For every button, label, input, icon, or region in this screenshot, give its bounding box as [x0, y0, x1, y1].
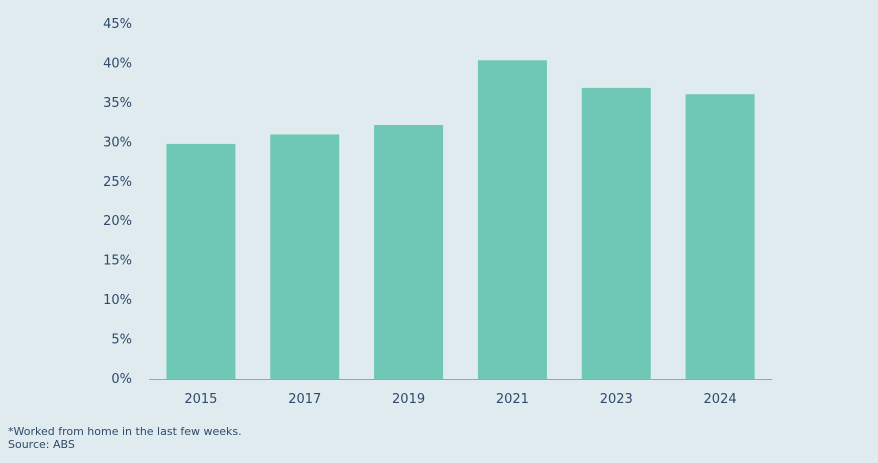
x-axis-ticks: 2015 2017 2019 2021 2023 2024 — [184, 392, 736, 407]
bar-2019 — [374, 124, 444, 379]
x-tick-label: 2017 — [288, 392, 321, 407]
y-tick-label: 10% — [103, 293, 132, 308]
bar-2023 — [581, 87, 651, 380]
y-tick-label: 40% — [103, 56, 132, 71]
bar-2021 — [477, 60, 547, 380]
y-tick-label: 25% — [103, 175, 132, 190]
x-tick-label: 2021 — [496, 392, 529, 407]
y-tick-label: 35% — [103, 96, 132, 111]
y-tick-label: 30% — [103, 135, 132, 150]
x-tick-label: 2015 — [184, 392, 217, 407]
footnote-note: *Worked from home in the last few weeks. — [8, 425, 242, 438]
y-tick-label: 0% — [111, 372, 132, 387]
bars — [166, 60, 755, 380]
x-tick-label: 2023 — [600, 392, 633, 407]
y-axis-ticks: 0% 5% 10% 15% 20% 25% 30% 35% 40% 45% — [103, 17, 132, 387]
bar-2024 — [685, 94, 755, 379]
bar-2015 — [166, 143, 236, 379]
x-tick-label: 2024 — [704, 392, 737, 407]
y-tick-label: 5% — [111, 333, 132, 348]
bar-2017 — [270, 134, 340, 379]
y-tick-label: 15% — [103, 254, 132, 269]
footnote-source: Source: ABS — [8, 438, 75, 451]
y-tick-label: 45% — [103, 17, 132, 32]
y-tick-label: 20% — [103, 214, 132, 229]
x-tick-label: 2019 — [392, 392, 425, 407]
